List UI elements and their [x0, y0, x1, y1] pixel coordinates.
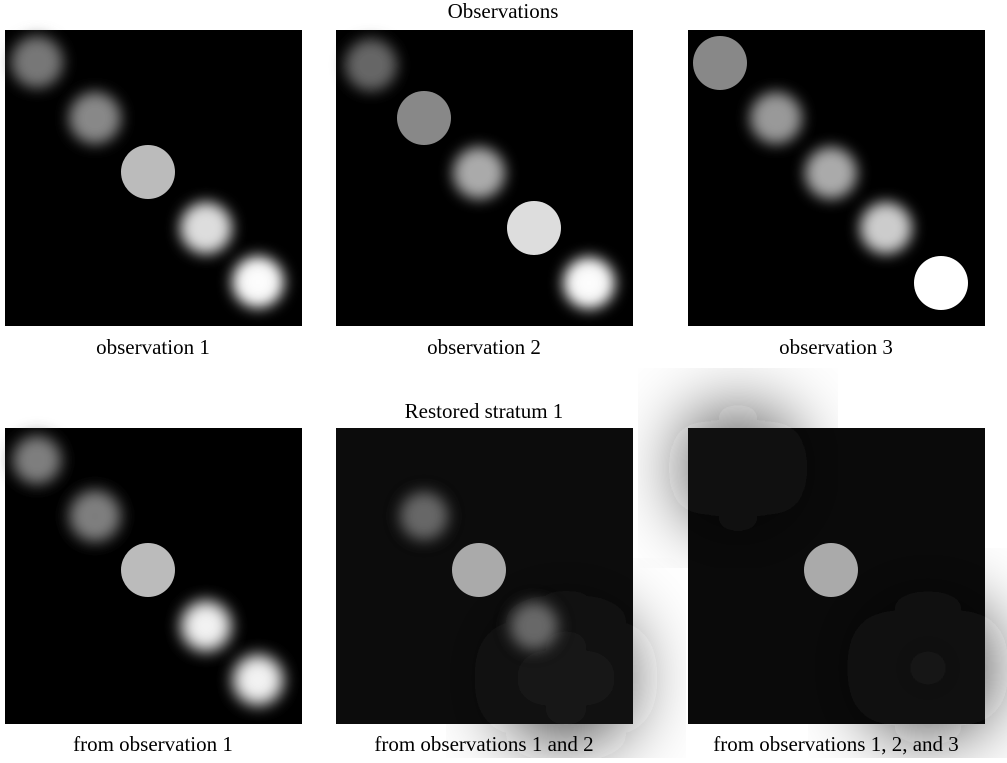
image-panel — [5, 428, 302, 724]
figure: Observations observation 1 observation 2… — [0, 0, 1007, 758]
caption: observation 1 — [96, 335, 210, 359]
image-panel — [688, 418, 988, 728]
image-panel — [5, 30, 302, 326]
image-panel — [688, 30, 985, 326]
caption: observation 2 — [427, 335, 541, 359]
caption: from observations 1 and 2 — [374, 732, 593, 756]
image-panel — [336, 30, 633, 326]
row-title: Observations — [448, 0, 559, 23]
image-panel — [336, 428, 633, 738]
page: Observations observation 1 observation 2… — [0, 0, 1007, 758]
caption: observation 3 — [779, 335, 893, 359]
caption: from observations 1, 2, and 3 — [713, 732, 959, 756]
caption: from observation 1 — [73, 732, 233, 756]
row-title: Restored stratum 1 — [405, 399, 564, 423]
